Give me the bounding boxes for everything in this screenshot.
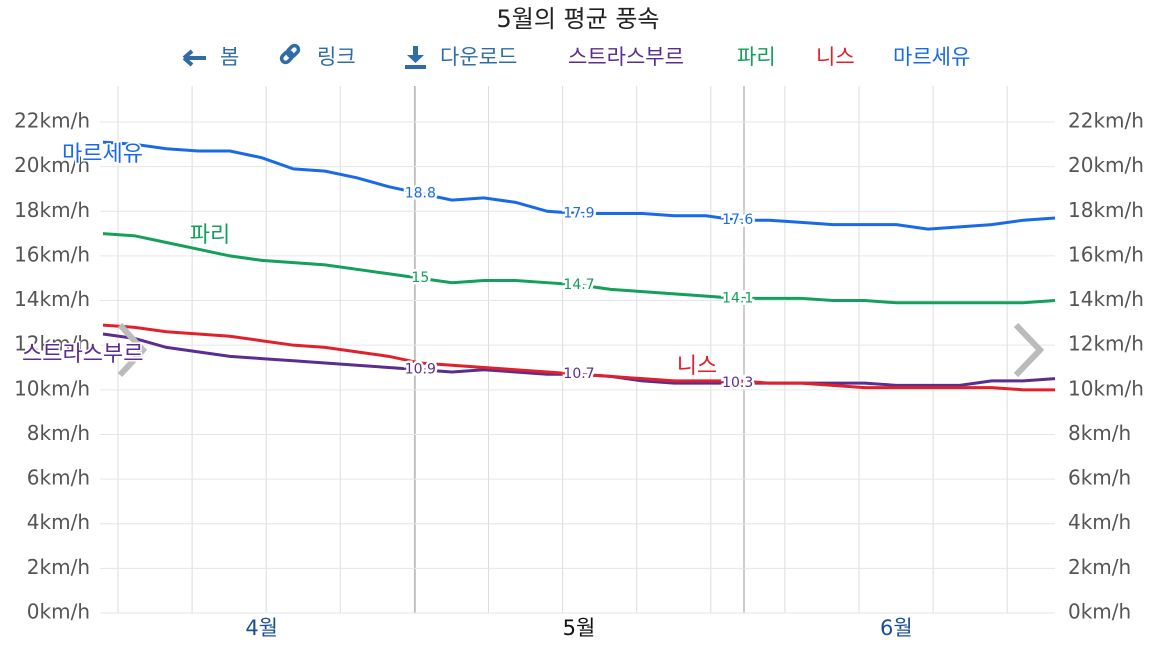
- download-icon[interactable]: [405, 46, 426, 69]
- series-line: [102, 323, 1055, 392]
- next-arrow[interactable]: [1013, 322, 1045, 378]
- y2-tick-label: 10km/h: [1068, 376, 1144, 400]
- x-tick-label: 5월: [563, 616, 596, 640]
- plot-area: [100, 86, 1056, 614]
- download-button[interactable]: 다운로드: [440, 45, 517, 69]
- legend-entry[interactable]: 니스: [816, 45, 855, 69]
- y-tick-label: 2km/h: [27, 555, 90, 579]
- y-tick-label: 12km/h: [14, 332, 90, 356]
- y2-tick-label: 6km/h: [1068, 466, 1131, 490]
- toolbar: 봄 링크 다운로드: [182, 43, 517, 69]
- y-tick-label: 8km/h: [27, 421, 90, 445]
- y2-tick-label: 0km/h: [1068, 600, 1131, 624]
- series-label: 파리: [190, 223, 230, 248]
- back-button[interactable]: 봄: [220, 45, 239, 69]
- link-button[interactable]: 링크: [317, 45, 356, 69]
- series-label: 니스: [677, 354, 717, 379]
- value-label: 14.7: [563, 277, 594, 293]
- legend-entry[interactable]: 마르세유: [893, 45, 970, 69]
- y-tick-label: 14km/h: [14, 287, 90, 311]
- x-tick-label: 6월: [880, 616, 913, 640]
- y2-tick-label: 22km/h: [1068, 109, 1144, 133]
- y2-tick-label: 16km/h: [1068, 242, 1144, 266]
- value-label: 17.9: [563, 206, 594, 222]
- value-label: 10.9: [405, 362, 436, 378]
- prev-arrow[interactable]: [117, 322, 148, 378]
- chart-title: 5월의 평균 풍속: [496, 5, 659, 33]
- link-icon[interactable]: [279, 43, 301, 65]
- legend-entry[interactable]: 스트라스부르: [568, 45, 684, 69]
- y2-tick-label: 2km/h: [1068, 555, 1131, 579]
- series-line: [102, 232, 1056, 305]
- y-tick-label: 0km/h: [27, 600, 90, 624]
- series-label: 스트라스부르: [22, 342, 143, 367]
- y-tick-label: 10km/h: [14, 376, 90, 400]
- value-label: 10.7: [563, 366, 594, 382]
- series-label: 마르세유: [62, 142, 143, 167]
- value-label: 10.3: [722, 375, 753, 391]
- y-tick-label: 16km/h: [14, 242, 90, 266]
- y-tick-label: 4km/h: [27, 510, 90, 534]
- legend-entry[interactable]: 파리: [737, 45, 776, 69]
- y2-tick-label: 14km/h: [1068, 287, 1144, 311]
- y2-tick-label: 12km/h: [1068, 332, 1144, 356]
- y-tick-label: 6km/h: [27, 466, 90, 490]
- y-tick-label: 20km/h: [14, 153, 90, 177]
- x-tick-label: 4월: [245, 616, 278, 640]
- y-tick-label: 18km/h: [14, 198, 90, 222]
- y2-tick-label: 4km/h: [1068, 510, 1131, 534]
- value-label: 15: [411, 270, 429, 286]
- value-label: 14.1: [722, 290, 753, 306]
- series-line: [102, 140, 1056, 231]
- value-label: 18.8: [405, 185, 436, 201]
- back-icon[interactable]: [182, 49, 206, 67]
- y2-tick-label: 18km/h: [1068, 198, 1144, 222]
- y-tick-label: 22km/h: [14, 109, 90, 133]
- value-label: 17.6: [722, 212, 753, 228]
- y2-tick-label: 8km/h: [1068, 421, 1131, 445]
- y2-tick-label: 20km/h: [1068, 153, 1144, 177]
